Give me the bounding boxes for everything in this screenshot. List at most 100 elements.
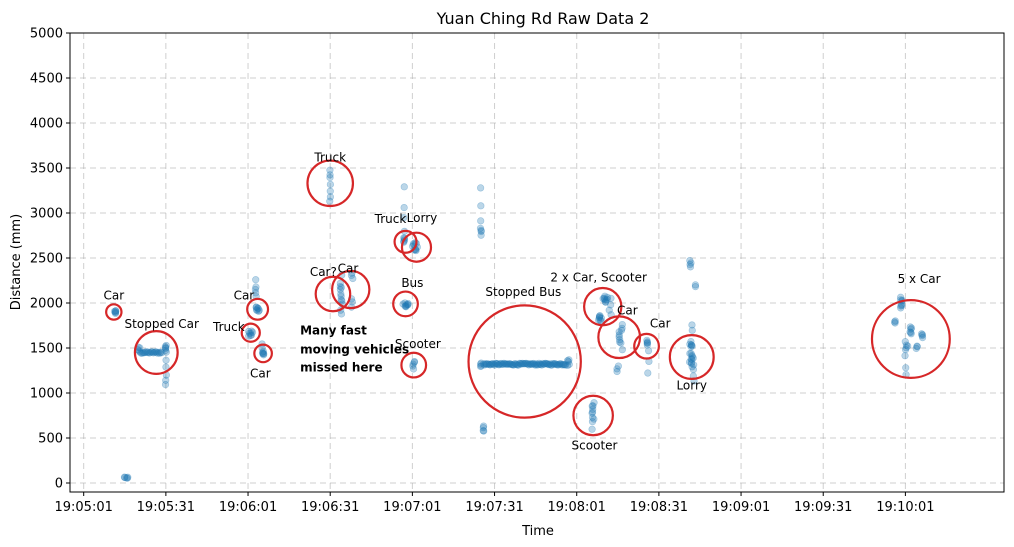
data-point	[687, 343, 695, 351]
annotation-circle	[331, 269, 371, 310]
data-point	[247, 327, 256, 335]
data-point	[553, 361, 562, 369]
data-point	[551, 359, 559, 368]
data-point	[603, 293, 612, 302]
data-point	[615, 331, 623, 339]
data-point	[687, 355, 695, 363]
data-point	[336, 285, 344, 294]
data-point	[689, 354, 697, 362]
y-tick-label: 1500	[30, 342, 63, 357]
data-point	[248, 328, 257, 336]
data-point	[252, 303, 260, 311]
data-point	[686, 261, 694, 269]
data-point	[902, 344, 910, 352]
data-point	[687, 349, 695, 358]
annotation-note: Many fast	[300, 324, 367, 338]
annotation-label: Lorry	[676, 378, 707, 392]
data-point	[643, 339, 651, 347]
data-point	[476, 224, 485, 232]
annotation-label: Stopped Bus	[485, 285, 561, 299]
data-point	[482, 360, 490, 368]
data-point	[402, 301, 410, 309]
data-point	[552, 361, 561, 369]
data-point	[484, 360, 492, 368]
data-point	[409, 360, 417, 368]
data-point	[897, 293, 905, 301]
data-point	[536, 360, 544, 368]
x-tick-label: 19:07:01	[383, 500, 441, 515]
data-point	[252, 303, 260, 311]
data-point	[643, 336, 651, 344]
annotation-circle	[597, 315, 642, 360]
data-point	[687, 341, 695, 349]
data-point	[141, 348, 149, 357]
data-point	[489, 360, 497, 368]
data-point	[686, 263, 695, 271]
data-point	[898, 302, 906, 310]
data-point	[615, 333, 623, 341]
annotation-circle	[400, 351, 428, 379]
x-tick-label: 19:05:31	[137, 500, 195, 515]
data-point	[607, 294, 615, 302]
data-point	[142, 348, 150, 356]
data-point	[907, 325, 915, 333]
data-point	[162, 356, 170, 364]
data-point	[161, 343, 169, 351]
data-point	[491, 359, 500, 367]
annotation-label: Lorry	[407, 211, 438, 225]
data-point	[400, 203, 408, 212]
x-tick-label: 19:06:31	[301, 500, 359, 515]
data-point	[326, 171, 334, 179]
data-point	[507, 360, 515, 369]
y-tick-label: 2500	[30, 252, 63, 267]
data-point	[153, 349, 162, 357]
data-point	[688, 355, 696, 364]
data-point	[258, 348, 267, 356]
data-point	[918, 331, 927, 339]
data-point	[531, 361, 539, 369]
data-point	[508, 361, 516, 369]
data-point	[540, 360, 548, 368]
data-point	[607, 301, 615, 309]
data-point	[534, 361, 542, 369]
data-point	[259, 349, 267, 358]
data-point	[589, 402, 597, 410]
data-point	[401, 299, 409, 307]
data-point	[891, 319, 899, 327]
data-point	[518, 359, 526, 367]
annotation-label: Truck	[212, 320, 245, 334]
data-point	[162, 348, 170, 356]
annotation-circle	[572, 394, 614, 437]
data-point	[112, 307, 120, 315]
data-point	[246, 331, 255, 340]
data-point	[545, 361, 553, 369]
data-point	[136, 348, 144, 356]
data-point	[530, 360, 538, 368]
data-point	[404, 299, 412, 308]
data-point	[901, 346, 910, 354]
data-point	[538, 361, 546, 369]
grid-lines	[70, 32, 1004, 492]
data-point	[151, 348, 160, 356]
data-point	[487, 360, 495, 368]
data-point	[687, 359, 696, 368]
data-point	[512, 360, 520, 368]
data-point	[349, 274, 357, 283]
data-point	[564, 358, 573, 366]
data-point	[409, 362, 417, 370]
data-point	[588, 413, 597, 422]
data-point	[488, 360, 496, 368]
data-point	[326, 180, 334, 189]
data-point	[686, 256, 694, 265]
data-point	[347, 271, 356, 280]
data-point	[516, 360, 525, 368]
data-point	[402, 303, 410, 311]
data-point	[588, 408, 597, 416]
data-point	[520, 360, 528, 368]
data-point	[557, 360, 565, 368]
data-point	[137, 349, 145, 357]
data-point	[556, 360, 564, 368]
data-point	[149, 349, 158, 357]
data-point	[537, 360, 545, 368]
data-point	[564, 361, 572, 370]
